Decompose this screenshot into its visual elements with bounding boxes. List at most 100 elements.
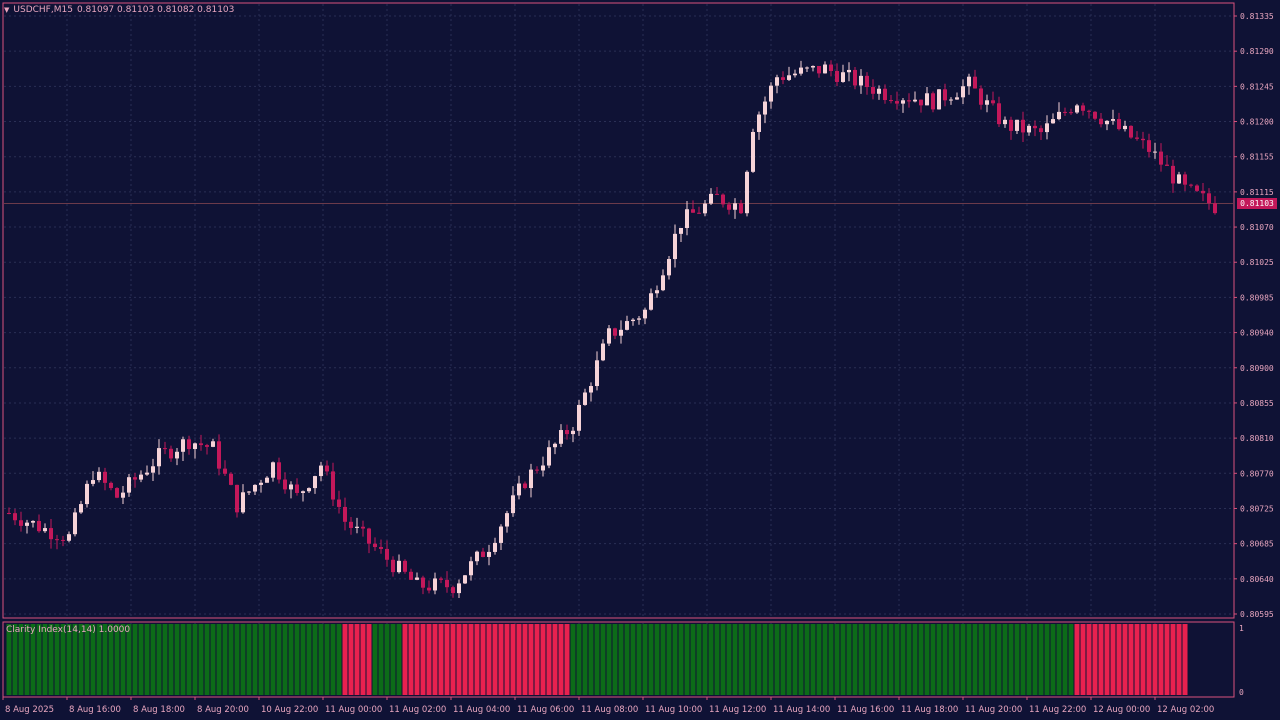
candle-bull[interactable] — [97, 471, 101, 481]
candle-bear[interactable] — [1135, 137, 1139, 139]
candle-bull[interactable] — [661, 275, 665, 291]
candle-bull[interactable] — [601, 343, 605, 361]
candle-bull[interactable] — [757, 114, 761, 132]
candle-bull[interactable] — [1027, 125, 1031, 133]
candle-bull[interactable] — [1057, 111, 1061, 120]
candle-bear[interactable] — [427, 587, 431, 591]
candle-bull[interactable] — [577, 404, 581, 431]
candle-bear[interactable] — [1189, 184, 1193, 186]
candle-bear[interactable] — [1183, 174, 1187, 185]
candle-bear[interactable] — [445, 579, 449, 588]
candle-bear[interactable] — [1141, 138, 1145, 141]
candle-bear[interactable] — [37, 520, 41, 532]
candle-bear[interactable] — [1033, 125, 1037, 129]
candle-bear[interactable] — [205, 445, 209, 447]
candle-bear[interactable] — [13, 513, 17, 521]
candle-bear[interactable] — [163, 448, 167, 450]
candle-bear[interactable] — [1201, 190, 1205, 194]
candle-bear[interactable] — [1039, 128, 1043, 133]
candle-bull[interactable] — [469, 561, 473, 576]
candle-bull[interactable] — [1153, 151, 1157, 153]
candle-bull[interactable] — [1177, 174, 1181, 184]
candle-bear[interactable] — [331, 471, 335, 500]
candle-bear[interactable] — [739, 203, 743, 214]
candle-bull[interactable] — [559, 430, 563, 444]
candle-bull[interactable] — [289, 484, 293, 490]
candle-bull[interactable] — [685, 209, 689, 228]
candle-bull[interactable] — [457, 583, 461, 594]
candle-bear[interactable] — [325, 465, 329, 472]
candle-bull[interactable] — [763, 101, 767, 115]
candle-bear[interactable] — [781, 77, 785, 80]
candle-bull[interactable] — [733, 203, 737, 210]
candle-bull[interactable] — [877, 88, 881, 94]
candle-bear[interactable] — [721, 194, 725, 205]
candle-bear[interactable] — [931, 93, 935, 110]
candle-bull[interactable] — [553, 443, 557, 448]
candle-bull[interactable] — [667, 259, 671, 276]
candle-bull[interactable] — [211, 441, 215, 447]
candle-bear[interactable] — [385, 548, 389, 560]
candle-bear[interactable] — [1093, 111, 1097, 119]
candle-bull[interactable] — [1045, 123, 1049, 133]
candle-bear[interactable] — [403, 560, 407, 572]
candle-bull[interactable] — [121, 492, 125, 498]
candle-bull[interactable] — [307, 488, 311, 492]
candle-bull[interactable] — [775, 77, 779, 86]
candle-bull[interactable] — [475, 551, 479, 562]
candle-bear[interactable] — [997, 103, 1001, 125]
candle-bull[interactable] — [505, 513, 509, 527]
candle-bull[interactable] — [745, 171, 749, 214]
candle-bear[interactable] — [169, 448, 173, 459]
candle-bear[interactable] — [1063, 111, 1067, 113]
candle-bull[interactable] — [313, 476, 317, 489]
candle-bear[interactable] — [217, 441, 221, 469]
candle-bear[interactable] — [973, 76, 977, 89]
candle-bull[interactable] — [703, 203, 707, 214]
candle-bear[interactable] — [1069, 112, 1073, 114]
candle-bear[interactable] — [1207, 193, 1211, 204]
candle-bull[interactable] — [79, 504, 83, 513]
candle-bull[interactable] — [25, 522, 29, 526]
candle-bull[interactable] — [1051, 119, 1055, 124]
candle-bear[interactable] — [223, 468, 227, 474]
candle-bear[interactable] — [907, 100, 911, 102]
candle-bull[interactable] — [751, 131, 755, 172]
candle-bull[interactable] — [955, 97, 959, 100]
candle-bull[interactable] — [541, 465, 545, 471]
candle-bull[interactable] — [841, 72, 845, 82]
candle-bear[interactable] — [889, 100, 893, 102]
candle-bull[interactable] — [1123, 125, 1127, 130]
candle-bull[interactable] — [463, 575, 467, 584]
candle-bull[interactable] — [925, 93, 929, 106]
candle-bull[interactable] — [43, 528, 47, 532]
candle-bear[interactable] — [61, 539, 65, 541]
candle-bull[interactable] — [673, 233, 677, 260]
candle-bull[interactable] — [259, 482, 263, 485]
candle-bear[interactable] — [871, 87, 875, 94]
candle-bull[interactable] — [355, 526, 359, 528]
candle-bull[interactable] — [301, 491, 305, 493]
candle-bull[interactable] — [31, 520, 35, 523]
candle-bear[interactable] — [283, 479, 287, 490]
candle-bull[interactable] — [157, 448, 161, 467]
candle-bull[interactable] — [619, 329, 623, 336]
candle-bull[interactable] — [793, 73, 797, 76]
candle-bear[interactable] — [337, 499, 341, 507]
candle-bear[interactable] — [7, 512, 11, 514]
candle-bull[interactable] — [967, 76, 971, 87]
candle-bull[interactable] — [589, 386, 593, 393]
candle-bear[interactable] — [295, 484, 299, 493]
candle-bull[interactable] — [643, 309, 647, 319]
candle-bear[interactable] — [421, 577, 425, 588]
candle-bear[interactable] — [349, 521, 353, 528]
candle-bull[interactable] — [595, 360, 599, 387]
candle-bear[interactable] — [1159, 151, 1163, 165]
candle-bull[interactable] — [961, 86, 965, 98]
candle-bear[interactable] — [1099, 118, 1103, 125]
candle-bear[interactable] — [943, 89, 947, 101]
candle-bull[interactable] — [247, 491, 251, 493]
candle-bear[interactable] — [409, 571, 413, 580]
candle-bull[interactable] — [85, 483, 89, 505]
